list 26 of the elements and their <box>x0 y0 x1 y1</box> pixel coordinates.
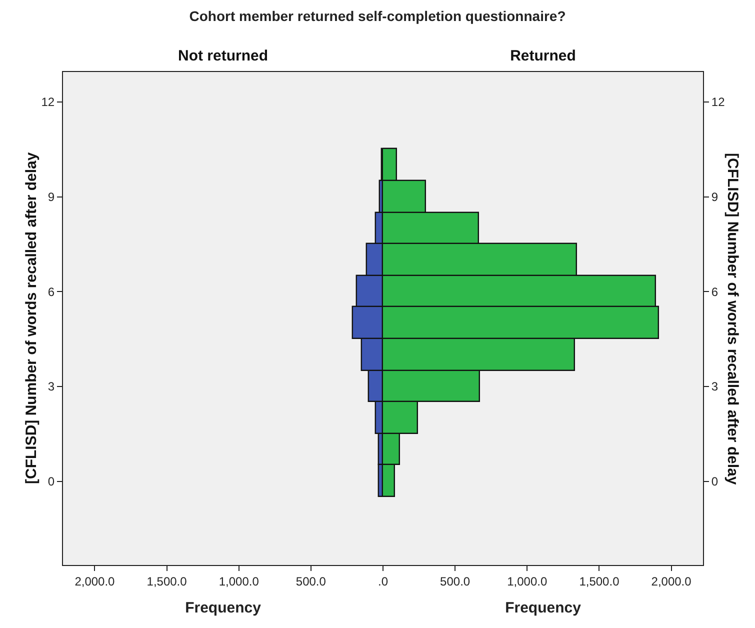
y-tick-label: 9 <box>48 190 55 204</box>
y2-axis-title: [CFLISD] Number of words recalled after delay <box>724 153 741 486</box>
y-tick-label: 12 <box>41 95 55 110</box>
x-tick-label: 2,000.0 <box>651 574 692 588</box>
chart-subtitle: Returned <box>510 47 576 64</box>
y-tick-label: 6 <box>711 284 718 299</box>
x-tick-label: 2,000.0 <box>74 574 116 588</box>
x-tick-label: 1,000.0 <box>507 574 548 588</box>
y-axis-title: [CFLISD] Number of words recalled after delay <box>23 152 40 484</box>
x-tick-label: 1,500.0 <box>146 574 188 588</box>
y-tick-label: 3 <box>711 380 718 394</box>
x-axis-title: Frequency <box>185 599 262 616</box>
y-tick-label: 0 <box>711 474 718 488</box>
y-tick-label: 6 <box>48 284 55 299</box>
y-tick-label: 9 <box>711 190 718 204</box>
chart-title: Cohort member returned self-completion questionnaire? <box>188 8 567 24</box>
x-tick-label: 500.0 <box>296 574 326 588</box>
x-tick-label: 1,500.0 <box>579 574 620 588</box>
x-tick-label: 500.0 <box>440 574 470 588</box>
chart-subtitle: Not returned <box>178 47 268 64</box>
x-tick-label: 1,000.0 <box>218 574 260 588</box>
x-tick-label: .0 <box>378 574 388 588</box>
y-tick-label: 3 <box>48 380 55 394</box>
x-axis-title: Frequency <box>505 599 582 616</box>
y-tick-label: 12 <box>711 95 726 110</box>
y-tick-label: 0 <box>48 474 55 488</box>
